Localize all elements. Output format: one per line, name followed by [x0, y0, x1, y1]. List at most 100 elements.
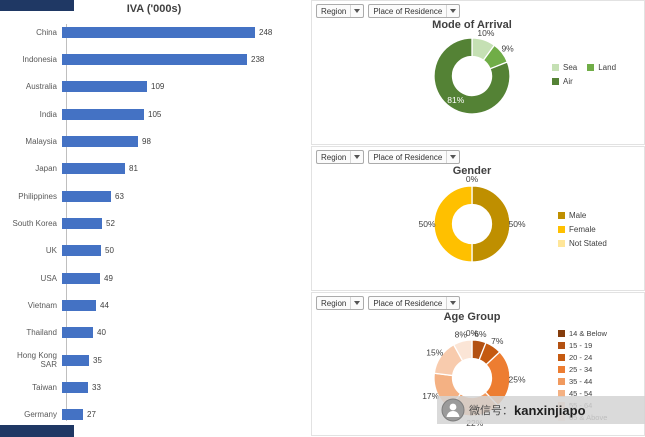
bar-indonesia[interactable]: [62, 53, 247, 65]
bar-category-label: Hong Kong SAR: [16, 351, 57, 370]
bar-row: Hong Kong SAR 35: [2, 351, 306, 370]
bar-thailand[interactable]: [62, 327, 93, 339]
legend-item-land: Land: [587, 63, 616, 72]
navy-strip-top: [0, 0, 74, 11]
bar-value-label: 50: [105, 246, 114, 256]
legend-label: 14 & Below: [569, 329, 607, 338]
bar-japan[interactable]: [62, 163, 125, 175]
dropdown-arrow-icon: [350, 297, 363, 309]
donut-slice-65-above[interactable]: [452, 339, 473, 362]
bar-china[interactable]: [62, 26, 255, 38]
bar-south-korea[interactable]: [62, 217, 102, 229]
bar-usa[interactable]: [62, 272, 100, 284]
legend-swatch: [558, 226, 565, 233]
donut-slice-female[interactable]: [433, 185, 473, 263]
mode-of-arrival-donut: 10% 9% 81%: [433, 28, 514, 115]
bar-category-label: South Korea: [12, 218, 57, 228]
region-filter-button[interactable]: Region: [316, 296, 365, 310]
place-of-residence-filter-button[interactable]: Place of Residence: [368, 4, 461, 18]
place-of-residence-filter-label: Place of Residence: [373, 152, 443, 162]
legend-swatch: [558, 390, 565, 397]
legend-item-20-24: 20 - 24: [558, 353, 607, 362]
bar-row: Japan 81: [2, 163, 306, 175]
bar-australia[interactable]: [62, 81, 147, 93]
mode-of-arrival-title: Mode of Arrival: [432, 19, 512, 31]
legend-item-35-44: 35 - 44: [558, 377, 607, 386]
legend-label: Male: [569, 211, 587, 220]
bar-uk[interactable]: [62, 245, 101, 257]
legend-item-air: Air: [552, 77, 577, 86]
slice-percent-label: 0%: [466, 328, 479, 338]
bar-row: China 248: [2, 26, 306, 38]
navy-strip-bottom: [0, 425, 74, 437]
gender-legend: Male Female Not Stated: [558, 211, 607, 248]
legend-label: Land: [598, 63, 617, 72]
bar-india[interactable]: [62, 108, 144, 120]
slice-percent-label: 17%: [422, 391, 439, 401]
bar-value-label: 105: [148, 109, 162, 119]
legend-item-female: Female: [558, 225, 607, 234]
bar-value-label: 63: [115, 191, 124, 201]
legend-item-45-54: 45 - 54: [558, 389, 607, 398]
slice-percent-label: 0%: [466, 174, 479, 184]
region-filter-button[interactable]: Region: [316, 4, 365, 18]
iva-bar-chart: China 248 Indonesia 238 Australia 109 India 105…: [2, 26, 306, 421]
bar-category-label: Taiwan: [32, 382, 57, 392]
bar-germany[interactable]: [62, 409, 83, 421]
slice-percent-label: 50%: [418, 219, 435, 229]
legend-swatch: [558, 342, 565, 349]
bar-category-label: UK: [45, 246, 57, 256]
slice-percent-label: 15%: [426, 348, 443, 358]
bar-taiwan[interactable]: [62, 381, 88, 393]
legend-label: Air: [563, 77, 573, 86]
filter-bar: Region Place of Residence: [316, 150, 461, 164]
mode-of-arrival-legend: Sea Land Air: [552, 63, 616, 86]
bar-value-label: 109: [151, 82, 165, 92]
legend-swatch: [558, 354, 565, 361]
legend-label: Sea: [563, 63, 578, 72]
bar-malaysia[interactable]: [62, 135, 138, 147]
region-filter-button[interactable]: Region: [316, 150, 365, 164]
filter-bar: Region Place of Residence: [316, 296, 461, 310]
filter-bar: Region Place of Residence: [316, 4, 461, 18]
place-of-residence-filter-button[interactable]: Place of Residence: [368, 296, 461, 310]
legend-label: 25 - 34: [569, 365, 593, 374]
bar-hong-kong-sar[interactable]: [62, 354, 89, 366]
watermark-logo-icon: [441, 398, 465, 422]
bar-category-label: Indonesia: [22, 54, 57, 64]
gender-title: Gender: [452, 165, 492, 177]
legend-swatch: [558, 330, 565, 337]
watermark-prefix: 微信号：: [469, 405, 513, 417]
watermark-banner: 微信号： kanxinjiapo: [437, 396, 645, 424]
donut-slice-male[interactable]: [471, 185, 511, 263]
region-filter-label: Region: [321, 298, 347, 308]
legend-item-15-19: 15 - 19: [558, 341, 607, 350]
legend-label: 45 - 54: [569, 389, 593, 398]
bar-category-label: Australia: [25, 82, 57, 92]
legend-label: 15 - 19: [569, 341, 593, 350]
region-filter-label: Region: [321, 152, 347, 162]
iva-chart-panel: IVA ('000s) China 248 Indonesia 238 Australi…: [0, 0, 310, 437]
bar-philippines[interactable]: [62, 190, 111, 202]
bar-value-label: 35: [93, 355, 102, 365]
bar-row: Philippines 63: [2, 190, 306, 202]
bar-value-label: 49: [104, 273, 113, 283]
bar-row: UK 50: [2, 245, 306, 257]
dropdown-arrow-icon: [350, 151, 363, 163]
legend-label: 35 - 44: [569, 377, 593, 386]
bar-vietnam[interactable]: [62, 299, 96, 311]
dropdown-arrow-icon: [350, 5, 363, 17]
legend-swatch: [558, 378, 565, 385]
legend-swatch: [558, 366, 565, 373]
place-of-residence-filter-button[interactable]: Place of Residence: [368, 150, 461, 164]
legend-item-not-stated: Not Stated: [558, 239, 607, 248]
bar-row: India 105: [2, 108, 306, 120]
legend-item-male: Male: [558, 211, 607, 220]
bar-category-label: Japan: [35, 164, 57, 174]
legend-swatch: [552, 78, 559, 85]
donut-slice-air[interactable]: [433, 37, 511, 115]
bar-value-label: 44: [100, 300, 109, 310]
age-group-title: Age Group: [443, 311, 501, 323]
bar-row: Taiwan 33: [2, 381, 306, 393]
